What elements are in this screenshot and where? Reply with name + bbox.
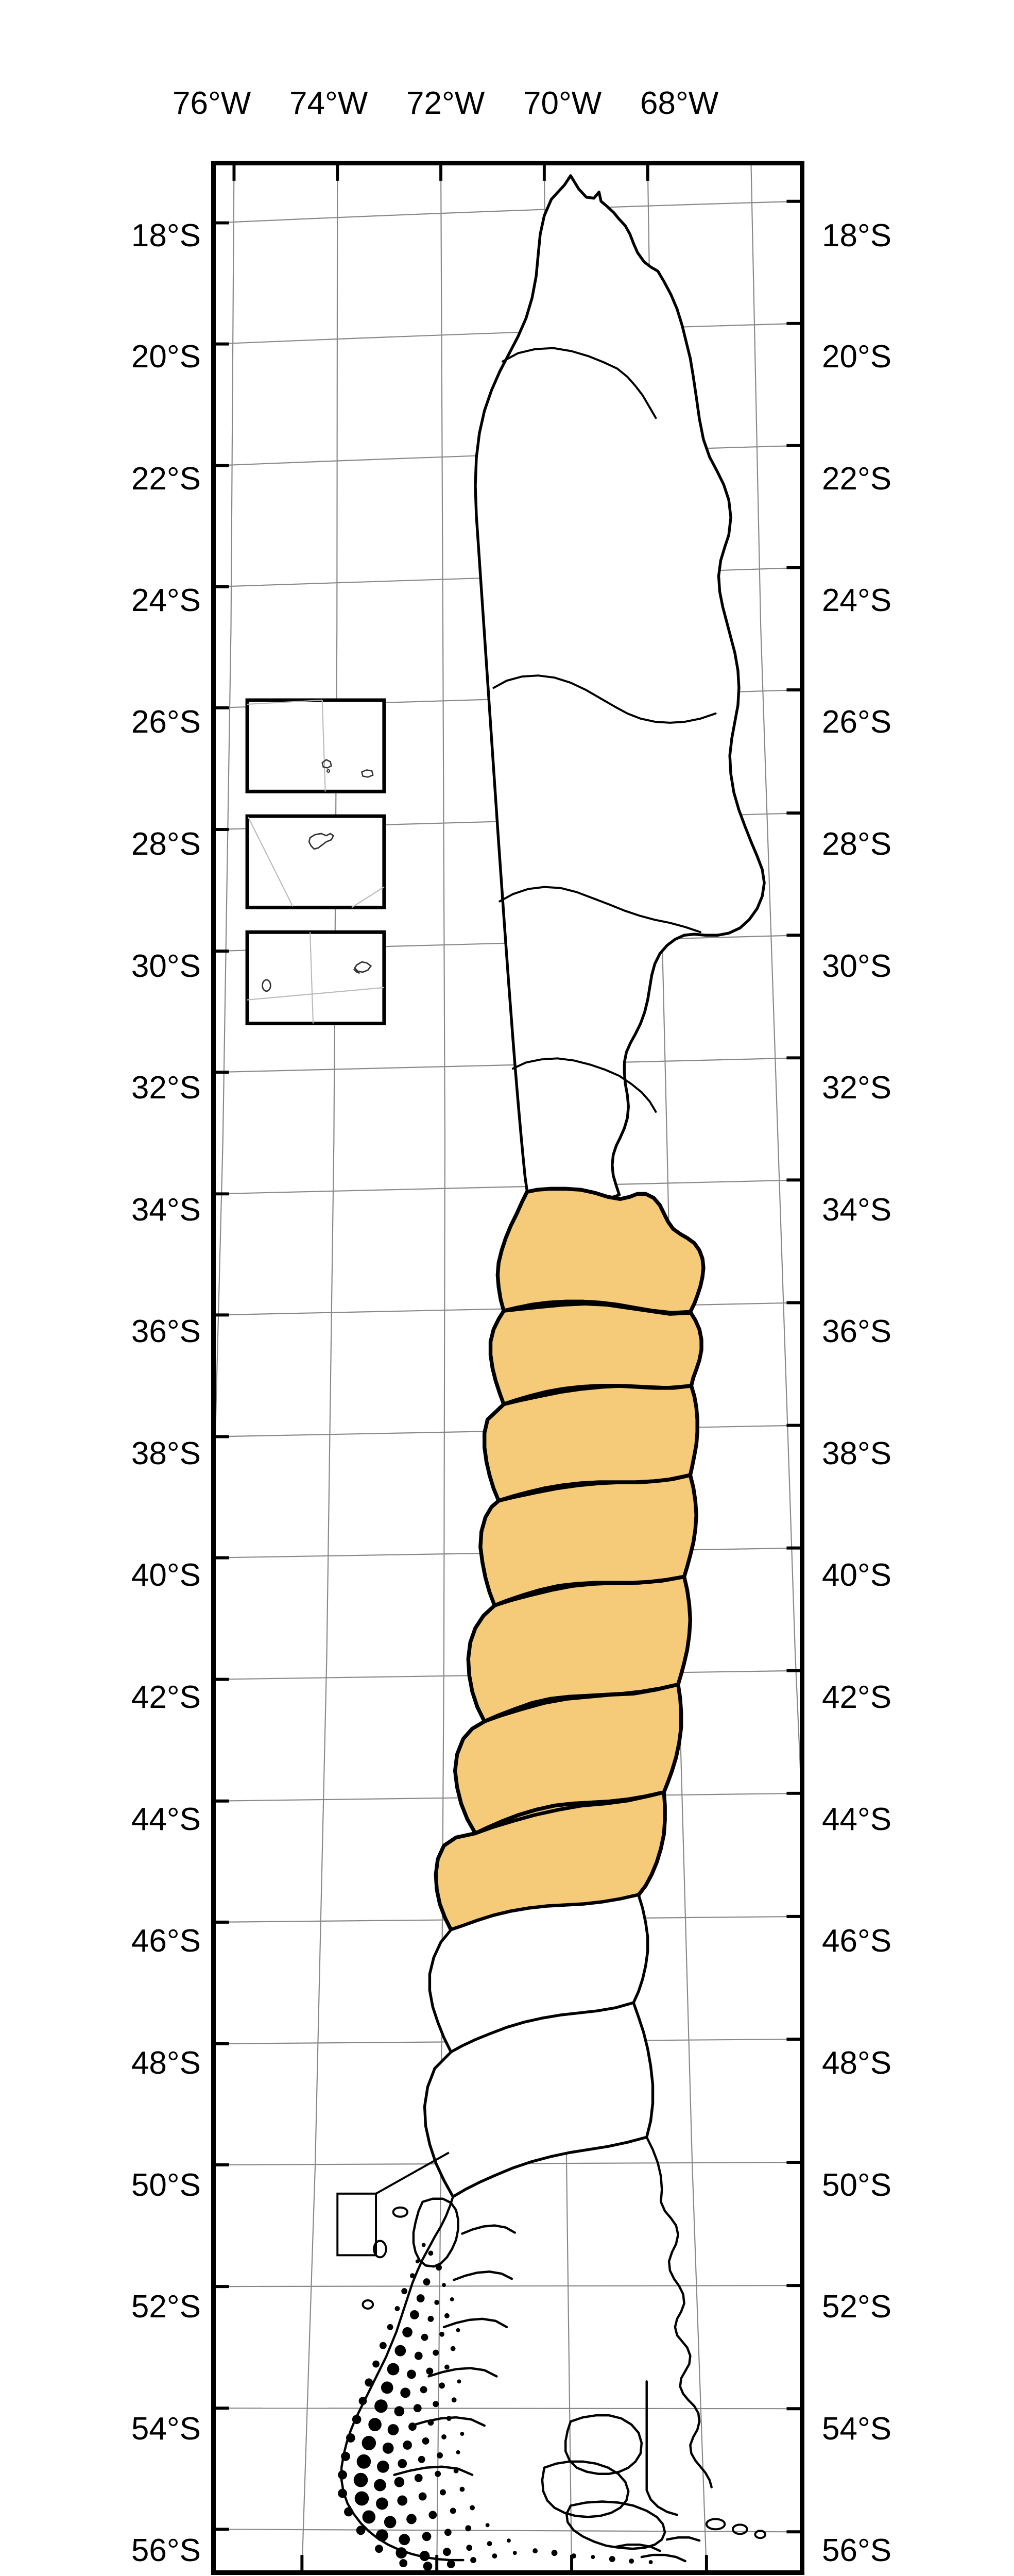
lat-left-tick-10: 38°S [131, 1436, 201, 1471]
lat-right-tick-14: 46°S [822, 1923, 892, 1959]
map-callout-rect [336, 2151, 450, 2257]
lat-left-tick-13: 44°S [131, 1802, 201, 1837]
lon-top-tick-1: 74°W [289, 86, 368, 121]
lat-right-tick-7: 32°S [822, 1070, 892, 1106]
lon-top-tick-4: 68°W [640, 86, 719, 121]
lat-left-tick-12: 42°S [131, 1680, 201, 1715]
lat-right-tick-2: 22°S [822, 461, 892, 497]
lat-right-tick-8: 34°S [822, 1192, 892, 1228]
lat-right-tick-9: 36°S [822, 1314, 892, 1349]
lat-right-tick-16: 50°S [822, 2167, 892, 2203]
lat-right-tick-4: 26°S [822, 704, 892, 740]
lat-right-tick-12: 42°S [822, 1680, 892, 1715]
patagonia-fjords-and-archipelago [340, 2136, 713, 2563]
lat-left-tick-1: 20°S [131, 339, 201, 375]
lat-left-tick-8: 34°S [131, 1192, 201, 1228]
lat-left-tick-7: 32°S [131, 1070, 201, 1106]
lat-left-tick-5: 28°S [131, 826, 201, 862]
lat-right-tick-11: 40°S [822, 1557, 892, 1593]
lat-left-tick-11: 40°S [131, 1557, 201, 1593]
lat-right-tick-6: 30°S [822, 948, 892, 984]
lat-left-tick-15: 48°S [131, 2045, 201, 2081]
lat-right-tick-15: 48°S [822, 2045, 892, 2081]
frame-ticks [216, 165, 800, 2570]
lon-top-tick-0: 76°W [173, 86, 251, 121]
inset-box-desventuradas [245, 698, 386, 793]
lat-left-tick-2: 22°S [131, 461, 201, 497]
lon-top-tick-3: 70°W [523, 86, 602, 121]
map-canvas [216, 165, 800, 2570]
lat-right-tick-0: 18°S [822, 218, 892, 253]
lat-right-tick-1: 20°S [822, 339, 892, 375]
lat-right-tick-3: 24°S [822, 583, 892, 618]
highlighted-regions [434, 1187, 706, 1932]
lat-right-tick-13: 44°S [822, 1802, 892, 1837]
lat-left-tick-3: 24°S [131, 583, 201, 618]
lat-left-tick-4: 26°S [131, 704, 201, 740]
lat-left-tick-9: 36°S [131, 1314, 201, 1349]
patagonia-islands [338, 2243, 653, 2570]
lat-right-tick-5: 28°S [822, 826, 892, 862]
chile-mainland-outline [474, 174, 766, 1209]
lat-left-tick-17: 52°S [131, 2289, 201, 2325]
lat-left-tick-0: 18°S [131, 218, 201, 253]
lat-left-tick-6: 30°S [131, 948, 201, 984]
chile-southern-regions [423, 1893, 655, 2198]
lat-left-tick-14: 46°S [131, 1923, 201, 1959]
lat-left-tick-18: 54°S [131, 2411, 201, 2447]
lat-right-tick-18: 54°S [822, 2411, 892, 2447]
lat-right-tick-17: 52°S [822, 2289, 892, 2325]
lon-top-tick-2: 72°W [406, 86, 485, 121]
lat-right-tick-10: 38°S [822, 1436, 892, 1471]
highlighted-region-1 [495, 1187, 706, 1315]
inset-box-juan-fernandez [245, 930, 386, 1026]
map-frame [211, 161, 804, 2575]
lat-left-tick-19: 56°S [131, 2533, 201, 2568]
patagonia-outlying-isles [362, 2206, 767, 2539]
chile-northern-region-boundaries [492, 347, 717, 1113]
highlighted-region-internal-boundaries [473, 1301, 693, 1836]
lat-left-tick-16: 50°S [131, 2167, 201, 2203]
inset-box-easter-island [245, 814, 386, 909]
lat-right-tick-19: 56°S [822, 2533, 892, 2568]
